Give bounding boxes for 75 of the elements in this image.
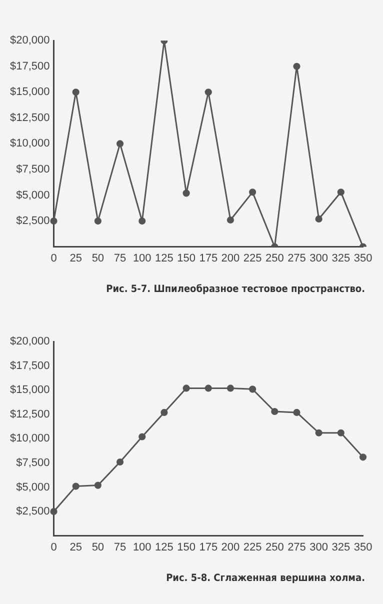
point [204,88,212,96]
x-tick-label: 125 [155,541,174,554]
point [226,384,234,392]
point [116,140,124,148]
x-tick-label: 350 [354,252,372,264]
point [50,217,58,225]
y-tick-label: $2,500 [16,506,50,518]
point [359,454,367,461]
x-tick-label: 100 [132,252,152,264]
point [315,215,322,223]
x-tick-label: 250 [265,541,284,554]
point [204,384,212,392]
x-tick-label: 200 [221,541,240,554]
text: Рис. 5-7. Шпилеобразное тестовое пространство. [105,284,366,295]
point [293,62,300,70]
x-tick-label: 300 [310,541,328,554]
y-tick-label: $20,000 [10,34,50,47]
x-tick-label: 125 [155,252,174,264]
y-tick-label: $20,000 [10,336,50,348]
x-tick-label: 75 [114,541,126,554]
point [72,482,80,490]
point [138,217,146,225]
point [271,408,278,416]
y-tick-label: $2,500 [16,215,50,228]
point [337,429,344,436]
x-tick-label: 75 [114,252,126,264]
x-tick-label: 0 [50,541,57,554]
point [138,433,146,440]
point [293,408,300,416]
x-tick-label: 225 [243,252,262,264]
point [94,482,102,489]
y-tick-label: $10,000 [10,432,50,445]
point [50,508,58,516]
y-tick-label: $7,500 [16,457,50,470]
y-tick-label: $15,000 [10,86,50,98]
x-tick-label: 25 [70,252,82,264]
x-tick-label: 350 [354,541,372,554]
x-tick-label: 50 [92,541,104,554]
point [94,217,102,225]
point [72,88,80,96]
y-tick-label: $5,000 [16,481,50,494]
x-tick-label: 150 [177,541,196,554]
y-tick-label: $15,000 [10,384,50,396]
point [249,188,256,196]
point [226,216,234,224]
x-tick-label: 100 [132,541,152,554]
x-tick-label: 25 [70,541,82,554]
x-tick-label: 250 [265,252,284,264]
point [337,188,344,196]
x-tick-label: 275 [288,252,306,264]
x-tick-label: 300 [310,252,328,264]
y-tick-label: $5,000 [16,189,50,202]
point [182,190,190,197]
text: Рис. 5-8. Сглаженная вершина холма. [165,573,366,584]
y-tick-label: $10,000 [10,138,50,150]
y-tick-label: $12,500 [10,408,50,420]
x-tick-label: 0 [50,252,57,264]
x-tick-label: 175 [199,252,218,264]
x-tick-label: 200 [221,252,240,264]
x-tick-label: 50 [92,252,104,264]
y-tick-label: $7,500 [16,164,50,176]
x-tick-label: 325 [332,541,350,554]
point [116,458,124,466]
x-tick-label: 275 [288,541,306,554]
x-tick-label: 150 [177,252,196,264]
point [160,408,168,416]
x-tick-label: 175 [199,541,218,554]
y-tick-label: $12,500 [10,112,50,124]
y-tick-label: $17,500 [10,60,50,72]
point [315,429,322,436]
point [182,384,190,392]
x-tick-label: 325 [332,252,350,264]
x-tick-label: 225 [243,541,262,554]
point [249,386,256,393]
y-tick-label: $17,500 [10,360,50,372]
